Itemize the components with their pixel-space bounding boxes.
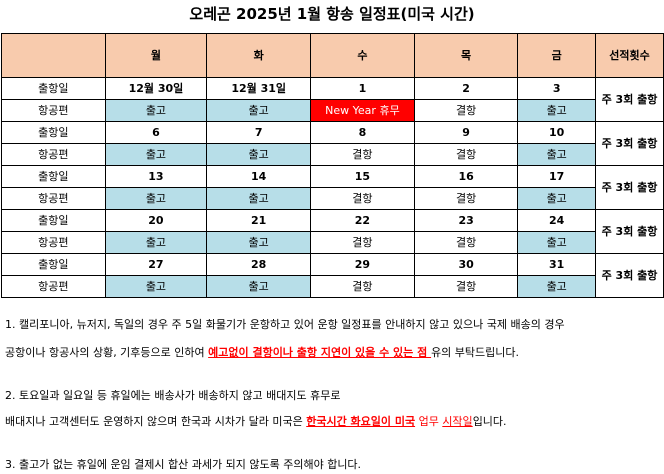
flight-status-cell: 출고 — [104, 231, 208, 254]
date-cell: 21 — [206, 209, 312, 232]
flight-status-cell: 출고 — [104, 187, 208, 210]
date-cell: 14 — [206, 165, 312, 188]
page-title: 오레곤 2025년 1월 항송 일정표(미국 시간) — [189, 5, 475, 23]
flight-status-cell: 결항 — [310, 187, 415, 210]
flight-row: 항공편 출고 출고 결항 결항 출고 — [1, 187, 664, 210]
note-3: 3. 출고가 없는 휴일에 운임 결제시 합산 과세가 되지 않도록 주의해야 … — [5, 458, 362, 471]
row-label-date: 출항일 — [1, 209, 106, 232]
shipping-count-cell: 주 3회 출항 — [595, 121, 664, 166]
flight-status-cell: 출고 — [206, 187, 312, 210]
date-cell: 23 — [413, 209, 519, 232]
shipping-count-cell: 주 3회 출항 — [595, 253, 664, 298]
shipping-schedule-table: 월 화 수 목 금 선적횟수 출항일 12월 30일 12월 31일 1 2 3 주 3회 … — [1, 33, 664, 298]
flight-status-cell: 출고 — [206, 143, 312, 166]
flight-row: 항공편 출고 출고 결항 결항 출고 — [1, 275, 664, 298]
date-row: 출항일 13 14 15 16 17 주 3회 출항 — [1, 165, 664, 210]
date-cell: 13 — [104, 165, 208, 188]
header-day-mon: 월 — [104, 33, 208, 78]
date-cell: 15 — [310, 165, 415, 188]
row-label-date: 출항일 — [1, 253, 106, 276]
header-day-wed: 수 — [310, 33, 415, 78]
row-label-date: 출항일 — [1, 121, 106, 144]
flight-status-cell: 출고 — [206, 99, 312, 122]
note-2-line-1: 2. 토요일과 일요일 등 휴일에는 배송사가 배송하지 않고 배대지도 휴무로 — [5, 389, 341, 402]
row-label-flight: 항공편 — [1, 143, 106, 166]
flight-status-cell: 결항 — [310, 275, 415, 298]
row-label-flight: 항공편 — [1, 187, 106, 210]
flight-row: 항공편 출고 출고 결항 결항 출고 — [1, 231, 664, 254]
flight-status-cell: New Year 휴무 — [310, 99, 415, 122]
shipping-count-cell: 주 3회 출항 — [595, 77, 664, 122]
flight-row: 항공편 출고 출고 결항 결항 출고 — [1, 143, 664, 166]
date-cell: 16 — [413, 165, 519, 188]
header-row: 월 화 수 목 금 선적횟수 — [1, 33, 664, 78]
row-label-date: 출항일 — [1, 165, 106, 188]
flight-status-cell: 출고 — [517, 143, 597, 166]
header-blank — [1, 33, 106, 78]
flight-status-cell: 출고 — [104, 275, 208, 298]
shipping-count-cell: 주 3회 출항 — [595, 165, 664, 210]
date-cell: 12월 30일 — [104, 77, 208, 100]
flight-status-cell: 결항 — [413, 143, 519, 166]
date-cell: 6 — [104, 121, 208, 144]
note-1-line-2: 공항이나 항공사의 상황, 기후등으로 인하여 예고없이 결항이나 출항 지연이… — [5, 346, 519, 360]
flight-status-cell: 출고 — [517, 231, 597, 254]
date-cell: 31 — [517, 253, 597, 276]
flight-status-cell: 결항 — [413, 99, 519, 122]
date-row: 출항일 6 7 8 9 10 주 3회 출항 — [1, 121, 664, 166]
flight-status-cell: 출고 — [206, 231, 312, 254]
header-day-tue: 화 — [206, 33, 312, 78]
flight-status-cell: 출고 — [517, 275, 597, 298]
date-cell: 30 — [413, 253, 519, 276]
flight-status-cell: 결항 — [310, 143, 415, 166]
date-row: 출항일 12월 30일 12월 31일 1 2 3 주 3회 출항 — [1, 77, 664, 122]
flight-status-cell: 출고 — [206, 275, 312, 298]
shipping-count-cell: 주 3회 출항 — [595, 209, 664, 254]
date-cell: 3 — [517, 77, 597, 100]
flight-row: 항공편 출고 출고 New Year 휴무 결항 출고 — [1, 99, 664, 122]
flight-status-cell: 결항 — [413, 187, 519, 210]
date-cell: 20 — [104, 209, 208, 232]
note-2-text: 배대지나 고객센터도 운영하지 않으며 한국과 시차가 달라 미국은 — [5, 415, 307, 428]
flight-status-cell: 결항 — [413, 231, 519, 254]
flight-status-cell: 출고 — [517, 187, 597, 210]
flight-status-cell: 출고 — [517, 99, 597, 122]
header-shipping-count: 선적횟수 — [595, 33, 664, 78]
note-1-text: 공항이나 항공사의 상황, 기후등으로 인하여 — [5, 346, 209, 359]
date-cell: 7 — [206, 121, 312, 144]
flight-status-cell: 출고 — [104, 143, 208, 166]
date-cell: 1 — [310, 77, 415, 100]
row-label-flight: 항공편 — [1, 231, 106, 254]
note-2-text-end: 입니다. — [472, 415, 507, 428]
note-1-text-end: 유의 부탁드립니다. — [431, 346, 520, 359]
date-cell: 10 — [517, 121, 597, 144]
date-cell: 9 — [413, 121, 519, 144]
flight-status-cell: 결항 — [413, 275, 519, 298]
date-cell: 8 — [310, 121, 415, 144]
note-2-start-day: 시작일 — [442, 415, 473, 428]
date-cell: 27 — [104, 253, 208, 276]
date-cell: 22 — [310, 209, 415, 232]
row-label-flight: 항공편 — [1, 99, 106, 122]
header-day-fri: 금 — [517, 33, 597, 78]
date-row: 출항일 20 21 22 23 24 주 3회 출항 — [1, 209, 664, 254]
note-2-highlight: 한국시간 화요일이 미국 — [306, 415, 416, 428]
note-2-line-2: 배대지나 고객센터도 운영하지 않으며 한국과 시차가 달라 미국은 한국시간 … — [5, 415, 507, 429]
row-label-flight: 항공편 — [1, 275, 106, 298]
header-day-thu: 목 — [413, 33, 519, 78]
row-label-date: 출항일 — [1, 77, 106, 100]
note-1-warning: 예고없이 결항이나 출항 지연이 있을 수 있는 점 — [208, 346, 432, 359]
date-cell: 2 — [413, 77, 519, 100]
date-cell: 28 — [206, 253, 312, 276]
note-2-mid: 업무 — [415, 415, 443, 428]
flight-status-cell: 출고 — [104, 99, 208, 122]
date-row: 출항일 27 28 29 30 31 주 3회 출항 — [1, 253, 664, 298]
date-cell: 29 — [310, 253, 415, 276]
date-cell: 24 — [517, 209, 597, 232]
flight-status-cell: 결항 — [310, 231, 415, 254]
note-1-line-1: 1. 캘리포니아, 뉴저지, 독일의 경우 주 5일 화물기가 운항하고 있어 … — [5, 318, 565, 331]
date-cell: 12월 31일 — [206, 77, 312, 100]
date-cell: 17 — [517, 165, 597, 188]
